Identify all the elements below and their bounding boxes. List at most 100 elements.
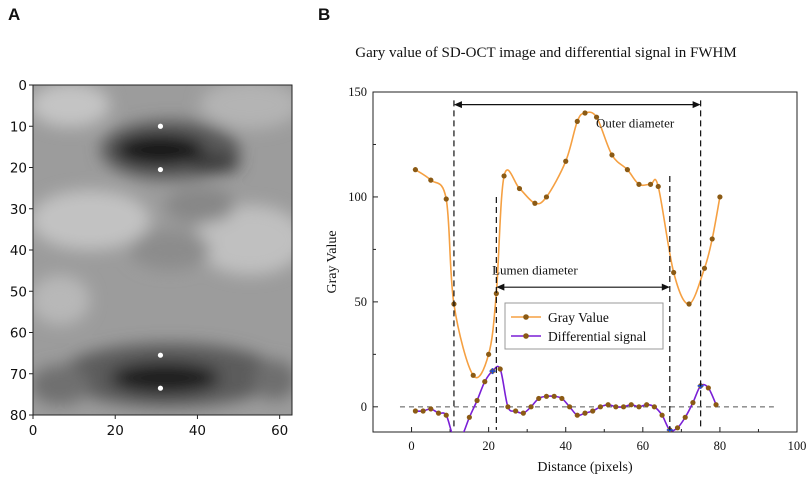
arrowhead-left <box>453 101 462 109</box>
gray-value-point <box>516 185 523 192</box>
y-tick-label: 100 <box>348 190 367 204</box>
x-tick-label: 80 <box>714 439 727 453</box>
differential-signal-point <box>582 410 588 416</box>
differential-signal-point <box>497 366 503 372</box>
x-axis-label: Distance (pixels) <box>537 460 633 475</box>
lumen-diameter-label: Lumen diameter <box>492 262 578 277</box>
legend-differential: Differential signal <box>548 329 647 344</box>
gray-value-point <box>609 152 615 158</box>
oct-marker-dot <box>157 123 164 129</box>
differential-signal-point <box>590 408 596 414</box>
oct-image <box>33 85 292 415</box>
oct-marker-dot <box>157 385 164 391</box>
gray-value-point <box>593 114 600 120</box>
x-tick-label: 60 <box>637 439 650 453</box>
panel-a-label: A <box>8 5 20 24</box>
gray-value-point <box>582 110 588 116</box>
oct-marker-dot <box>157 352 164 358</box>
panel-a-x-tick-label: 0 <box>29 423 38 439</box>
y-tick-label: 50 <box>355 295 368 309</box>
gray-value-point <box>647 181 654 187</box>
differential-signal-point <box>705 385 711 391</box>
differential-signal-point <box>536 395 542 402</box>
gray-value-line <box>414 111 721 379</box>
legend-gray-value: Gray Value <box>548 310 609 325</box>
panel-a-y-tick-label: 0 <box>18 78 27 94</box>
legend: Gray Value Differential signal <box>504 302 664 350</box>
gray-value-point <box>717 194 723 200</box>
panel-a-x-tick-label: 60 <box>271 423 288 439</box>
gray-value-point <box>671 269 677 276</box>
gray-value-point <box>655 183 661 190</box>
plot-frame <box>372 91 798 433</box>
gray-value-point <box>470 372 476 378</box>
differential-signal-point <box>443 412 449 418</box>
panel-b-axes: 0 20 40 60 80 100 0 50 100 150 <box>348 85 806 453</box>
differential-signal-point <box>482 379 488 385</box>
differential-signal-point <box>644 402 650 408</box>
x-tick-label: 100 <box>788 439 807 453</box>
differential-signal-point <box>628 402 634 408</box>
differential-signal-point <box>451 436 456 441</box>
outer-diameter-label: Outer diameter <box>596 115 675 130</box>
differential-signal-point <box>597 404 604 410</box>
gray-value-point <box>563 158 569 164</box>
y-tick-label: 150 <box>348 85 367 99</box>
y-axis-label: Gray Value <box>325 230 340 293</box>
gray-value-point <box>501 173 507 179</box>
x-tick-label: 20 <box>482 439 495 453</box>
arrowhead-right <box>661 283 670 291</box>
gray-value-point <box>636 181 642 187</box>
differential-signal-point <box>459 434 464 439</box>
legend-gray-value-marker <box>523 314 529 320</box>
gray-value-point <box>543 194 550 200</box>
panel-a-y-tick-label: 10 <box>10 119 27 135</box>
gray-value-point <box>428 177 434 183</box>
legend-differential-marker <box>523 333 529 339</box>
panel-a-x-tick-label: 40 <box>189 423 206 439</box>
extremum-marker <box>489 368 496 375</box>
differential-signal-point <box>474 397 480 404</box>
panel-a-x-tick-label: 20 <box>107 423 124 439</box>
differential-signal-point <box>420 408 426 414</box>
arrowhead-left <box>496 283 505 291</box>
gray-value-point <box>412 167 418 173</box>
panel-a-y-tick-label: 40 <box>10 243 27 259</box>
differential-signal-line <box>415 365 717 432</box>
extremum-marker <box>451 435 457 441</box>
oct-markers <box>157 123 164 391</box>
differential-signal-point <box>513 408 519 414</box>
differential-signal-point <box>659 412 665 418</box>
oct-marker-dot <box>157 166 164 173</box>
differential-signal-point <box>574 412 580 418</box>
differential-signal-point <box>505 404 511 410</box>
gray-value-point <box>574 118 580 124</box>
differential-signal-point <box>690 400 696 406</box>
panel-a-y-tick-label: 60 <box>10 326 27 342</box>
differential-signal-point <box>412 408 418 414</box>
differential-signal-point <box>620 404 627 410</box>
differential-signal-point <box>428 406 434 412</box>
panel-a-y-tick-label: 30 <box>10 202 27 218</box>
panel-a-y-tick-label: 70 <box>10 367 27 383</box>
differential-signal-point <box>543 393 550 399</box>
plot-area <box>399 110 774 441</box>
gray-value-point <box>443 196 449 202</box>
panel-b-label: B <box>318 5 330 24</box>
arrowhead-right <box>692 101 701 109</box>
differential-signal-point <box>559 395 565 402</box>
differential-signal-point <box>651 404 657 410</box>
panel-a-y-tick-label: 50 <box>10 284 27 300</box>
x-tick-label: 0 <box>408 439 414 453</box>
annotations: Outer diameter Lumen diameter <box>453 100 702 430</box>
gray-value-point <box>709 236 715 242</box>
differential-signal-point <box>435 410 442 416</box>
differential-signal-point <box>605 402 611 408</box>
panel-a-y-tick-label: 80 <box>10 408 27 424</box>
y-tick-label: 0 <box>361 400 367 414</box>
legend-box <box>504 302 664 350</box>
gray-value-point <box>532 200 538 206</box>
gray-value-point <box>624 167 631 173</box>
x-tick-label: 40 <box>559 439 572 453</box>
